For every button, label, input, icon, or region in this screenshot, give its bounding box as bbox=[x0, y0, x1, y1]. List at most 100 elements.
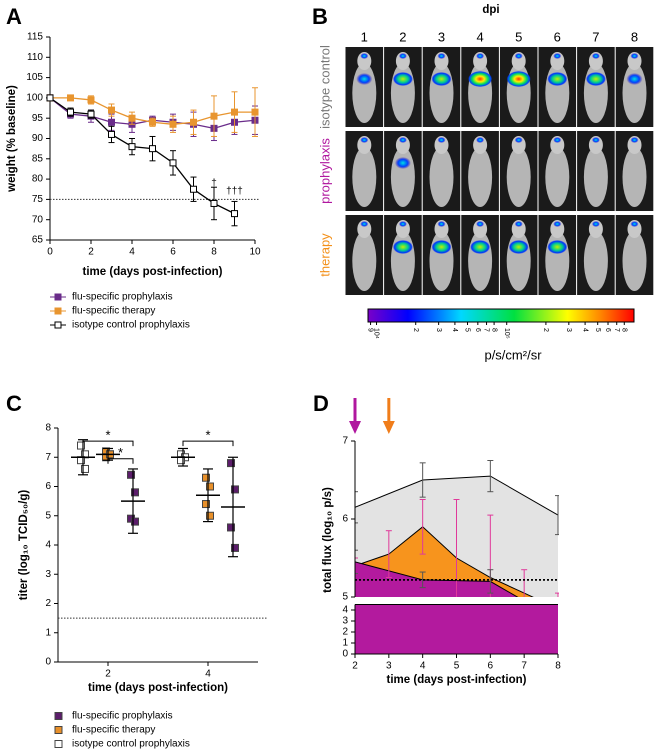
y-tick-label: 110 bbox=[27, 52, 43, 63]
colorbar-tick-label: 2 bbox=[542, 328, 549, 332]
signal bbox=[476, 137, 485, 143]
column-label: 2 bbox=[399, 29, 406, 44]
x-axis-label: time (days post-infection) bbox=[88, 682, 228, 694]
colorbar-tick-label: 8 bbox=[490, 328, 497, 332]
legend-marker bbox=[54, 726, 63, 734]
x-tick-label: 10 bbox=[249, 247, 261, 258]
column-label: 1 bbox=[361, 29, 368, 44]
panel-label: D bbox=[313, 391, 329, 416]
marker bbox=[210, 112, 218, 120]
colorbar-tick-label: 2 bbox=[412, 328, 419, 332]
signal bbox=[392, 72, 413, 86]
significance-label: * bbox=[118, 445, 123, 460]
legend-label: flu-specific prophylaxis bbox=[72, 292, 173, 303]
mouse-body bbox=[352, 231, 377, 291]
signal bbox=[398, 53, 407, 59]
marker bbox=[108, 118, 115, 126]
lower-area bbox=[355, 604, 558, 654]
significance-bracket bbox=[182, 440, 234, 447]
signal bbox=[547, 72, 568, 86]
mouse-body bbox=[583, 231, 608, 291]
y-tick-label: 85 bbox=[32, 153, 44, 164]
signal bbox=[356, 73, 373, 85]
y-tick-label: 2 bbox=[342, 627, 348, 638]
y-tick-label: 90 bbox=[32, 133, 44, 144]
marker bbox=[67, 108, 74, 116]
legend-marker bbox=[54, 321, 62, 329]
marker bbox=[149, 145, 156, 153]
signal bbox=[476, 221, 485, 227]
signal bbox=[476, 53, 485, 59]
treatment-arrow-head bbox=[349, 421, 361, 434]
marker bbox=[149, 118, 156, 126]
signal bbox=[553, 221, 562, 227]
x-tick-label: 3 bbox=[386, 661, 392, 672]
x-tick-label: 7 bbox=[521, 661, 527, 672]
marker bbox=[231, 210, 238, 218]
legend-marker bbox=[54, 712, 63, 720]
signal bbox=[626, 73, 643, 85]
signal bbox=[360, 137, 369, 143]
marker bbox=[46, 94, 54, 102]
significance-bracket bbox=[107, 458, 134, 464]
marker bbox=[87, 96, 95, 104]
colorbar-tick-label: 7 bbox=[613, 328, 620, 332]
signal bbox=[514, 53, 523, 59]
point bbox=[127, 470, 135, 479]
marker bbox=[108, 130, 115, 138]
point bbox=[202, 500, 210, 509]
signal bbox=[437, 221, 446, 227]
column-label: 8 bbox=[631, 29, 638, 44]
point bbox=[77, 441, 85, 450]
signal bbox=[398, 137, 407, 143]
marker bbox=[128, 143, 136, 151]
y-tick-label: 1 bbox=[45, 627, 51, 638]
annotation: ††† bbox=[226, 186, 243, 197]
colorbar-tick-label: 3 bbox=[435, 328, 442, 332]
signal bbox=[514, 137, 523, 143]
x-tick-label: 2 bbox=[352, 661, 358, 672]
x-tick-label: 6 bbox=[170, 247, 176, 258]
signal bbox=[630, 53, 639, 59]
y-axis-label: weight (% baseline) bbox=[6, 85, 18, 193]
legend-label: flu-specific prophylaxis bbox=[72, 711, 173, 722]
colorbar-tick-label: 7 bbox=[483, 328, 490, 332]
signal bbox=[506, 71, 531, 87]
mouse-body bbox=[583, 147, 608, 207]
colorbar-tick-label: 5 bbox=[594, 328, 601, 332]
signal bbox=[585, 72, 606, 86]
y-tick-label: 8 bbox=[45, 423, 51, 434]
signal bbox=[591, 53, 600, 59]
colorbar-label: p/s/cm²/sr bbox=[484, 347, 542, 362]
x-tick-label: 8 bbox=[211, 247, 217, 258]
y-tick-label: 6 bbox=[342, 514, 348, 525]
y-axis-label: total flux (log₁₀ p/s) bbox=[322, 487, 334, 593]
y-tick-label: 1 bbox=[342, 638, 348, 649]
marker bbox=[251, 108, 259, 116]
legend-label: isotype control prophylaxis bbox=[72, 739, 190, 750]
marker bbox=[231, 108, 238, 116]
mouse-body bbox=[622, 231, 647, 291]
x-tick-label: 6 bbox=[488, 661, 494, 672]
signal bbox=[468, 71, 493, 87]
x-tick-label: 4 bbox=[129, 247, 135, 258]
signal bbox=[630, 221, 639, 227]
marker bbox=[87, 110, 95, 118]
marker bbox=[210, 199, 218, 207]
signal bbox=[431, 72, 452, 86]
marker bbox=[67, 94, 74, 102]
row-label: therapy bbox=[317, 233, 332, 277]
colorbar-tick-label: 8 bbox=[620, 328, 627, 332]
signal bbox=[553, 53, 562, 59]
point bbox=[206, 482, 214, 491]
marker bbox=[128, 114, 136, 122]
significance-label: * bbox=[105, 428, 110, 443]
signal bbox=[392, 240, 413, 254]
y-tick-label: 75 bbox=[32, 194, 44, 205]
y-tick-label: 70 bbox=[32, 214, 44, 225]
signal bbox=[360, 221, 369, 227]
panel-label: A bbox=[6, 4, 22, 29]
x-tick-label: 2 bbox=[88, 247, 94, 258]
point bbox=[227, 459, 235, 468]
point bbox=[206, 511, 214, 520]
